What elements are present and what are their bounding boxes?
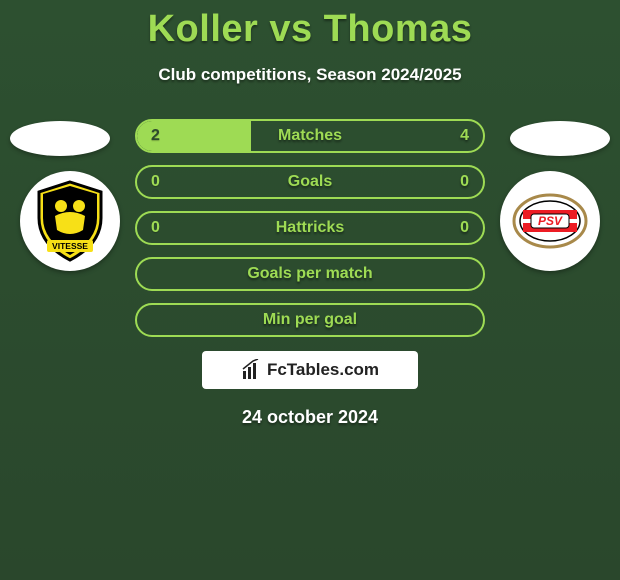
- psv-crest-icon: PSV: [509, 180, 591, 262]
- player-right-halo: [510, 121, 610, 156]
- club-badge-right: PSV: [500, 171, 600, 271]
- page-title: Koller vs Thomas: [0, 0, 620, 51]
- watermark: FcTables.com: [202, 351, 418, 389]
- subtitle: Club competitions, Season 2024/2025: [0, 65, 620, 85]
- date-text: 24 october 2024: [0, 407, 620, 428]
- stat-bar: 0 Hattricks 0: [135, 211, 485, 245]
- stat-value-left: 0: [151, 219, 160, 237]
- stat-bar: 2 Matches 4: [135, 119, 485, 153]
- stat-value-left: 0: [151, 173, 160, 191]
- svg-text:PSV: PSV: [538, 214, 563, 228]
- club-badge-left: VITESSE VITESSE: [20, 171, 120, 271]
- stat-label: Hattricks: [276, 219, 344, 237]
- stat-bar: 0 Goals 0: [135, 165, 485, 199]
- stat-label: Min per goal: [263, 311, 357, 329]
- svg-text:VITESSE: VITESSE: [52, 241, 88, 251]
- stat-label: Goals per match: [247, 265, 372, 283]
- stat-bar: Min per goal: [135, 303, 485, 337]
- watermark-text: FcTables.com: [267, 360, 379, 380]
- stat-value-right: 0: [460, 219, 469, 237]
- stat-value-left: 2: [151, 127, 160, 145]
- stat-value-right: 0: [460, 173, 469, 191]
- stat-value-right: 4: [460, 127, 469, 145]
- chart-bars-icon: [241, 359, 263, 381]
- stat-bar: Goals per match: [135, 257, 485, 291]
- vitesse-crest-icon: VITESSE VITESSE: [27, 178, 113, 264]
- stat-label: Matches: [278, 127, 342, 145]
- player-left-halo: [10, 121, 110, 156]
- stat-label: Goals: [288, 173, 332, 191]
